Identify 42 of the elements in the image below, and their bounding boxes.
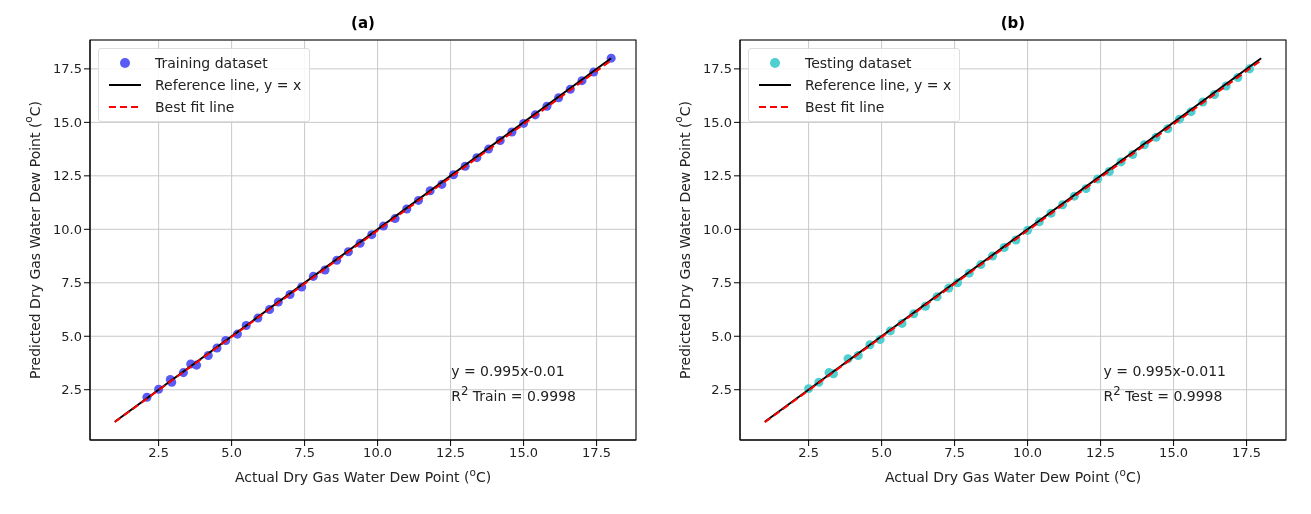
x-tick-label: 12.5 [436,445,466,461]
x-tick-label: 5.0 [221,445,242,461]
x-tick-label: 5.0 [871,445,892,461]
y-tick-label: 7.5 [711,275,732,291]
y-tick-label: 10.0 [53,221,82,237]
x-tick-label: 17.5 [582,445,612,461]
annotation: y = 0.995x-0.01 [451,362,566,382]
legend-label: Reference line, y = x [805,77,952,93]
x-tick-label: 15.0 [509,445,539,461]
annotation: y = 0.995x-0.011 [1103,362,1226,382]
legend-label: Best fit line [805,99,885,115]
x-tick-label: 15.0 [1159,445,1189,461]
y-tick-label: 2.5 [711,382,732,398]
y-tick-label: 2.5 [61,382,82,398]
chart-title: (b) [1000,14,1026,32]
legend-label: Best fit line [155,99,235,115]
y-tick-label: 5.0 [711,328,732,344]
y-tick-label: 7.5 [61,275,82,291]
y-tick-label: 15.0 [53,114,82,130]
x-axis-title: Actual Dry Gas Water Dew Point ($^{o}$C) [234,466,492,485]
chart-title: (a) [351,14,375,32]
x-tick-label: 2.5 [798,445,819,461]
annotation: R$^{2}$ Train = 0.9998 [451,383,576,406]
x-tick-label: 17.5 [1232,445,1262,461]
x-tick-label: 10.0 [363,445,393,461]
x-tick-label: 12.5 [1086,445,1116,461]
annotation: R$^{2}$ Test = 0.9998 [1103,383,1224,406]
x-axis-title: Actual Dry Gas Water Dew Point ($^{o}$C) [884,466,1142,485]
x-tick-label: 2.5 [148,445,169,461]
y-tick-label: 10.0 [703,221,732,237]
y-tick-label: 17.5 [53,61,82,77]
legend-label: Training dataset [155,55,268,71]
legend-label: Testing dataset [805,55,912,71]
x-tick-label: 7.5 [944,445,965,461]
legend-label: Reference line, y = x [155,77,302,93]
y-tick-label: 15.0 [703,114,732,130]
y-tick-label: 5.0 [61,328,82,344]
x-tick-label: 7.5 [294,445,315,461]
y-tick-label: 12.5 [53,168,82,184]
x-tick-label: 10.0 [1013,445,1043,461]
y-tick-label: 17.5 [703,61,732,77]
y-tick-label: 12.5 [703,168,732,184]
